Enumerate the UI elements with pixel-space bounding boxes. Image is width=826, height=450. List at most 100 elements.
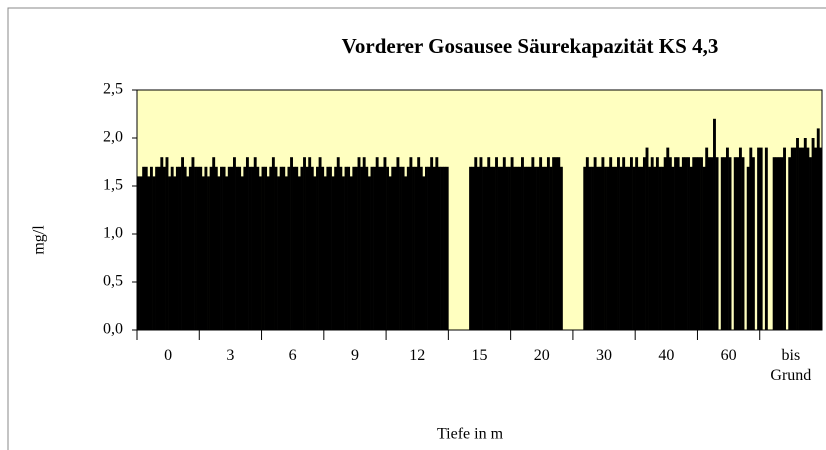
bar [515,166,519,330]
bar [240,176,244,330]
bar [629,157,633,330]
bar [798,147,802,330]
bar [764,147,768,330]
bar [292,166,296,330]
bar [601,157,605,330]
bar [183,166,187,330]
y-tick-label: 2,0 [103,129,123,146]
chart-title: Vorderer Gosausee Säurekapazität KS 4,3 [342,34,719,58]
bar [728,157,732,330]
bar [492,166,496,330]
bar [316,166,319,330]
bar [344,166,348,330]
bar [160,157,164,330]
bar [269,166,273,330]
bar [256,166,260,330]
bar [772,157,776,330]
bar [149,166,153,330]
x-tick-label: 3 [226,347,235,364]
bar [510,157,514,330]
bar [500,166,504,330]
bar [373,166,377,330]
bar [165,157,169,330]
bar [720,157,724,330]
bar [365,166,369,330]
bar [640,166,644,330]
bar [258,176,262,330]
bar [741,157,745,330]
bar [212,157,216,330]
bar [427,166,431,330]
bar [191,157,195,330]
bar [137,176,140,330]
bar [425,166,428,330]
bar [204,166,208,330]
bar [697,157,701,330]
x-tick-label: 15 [471,347,488,364]
bar [331,176,335,330]
bar [474,157,478,330]
bar [707,157,711,330]
bar [440,166,444,330]
bar [604,166,607,330]
bar [819,147,823,330]
bar [290,157,293,330]
bar [251,166,255,330]
bar [406,166,410,330]
bar [305,166,309,330]
bar [790,147,794,330]
bar [380,166,384,330]
x-tick-label: bis Grund [770,347,812,384]
bar [645,147,649,330]
bar [617,157,620,330]
bar [243,166,247,330]
bar [422,176,426,330]
bar [238,166,242,330]
bar [546,157,550,330]
bar [445,166,449,330]
bar [230,166,234,330]
bar [663,157,667,330]
bar [593,157,597,330]
bar [533,166,537,330]
bar [173,176,177,330]
bar [271,157,275,330]
x-axis-label: Tiefe in m [437,426,504,443]
bar [583,166,587,330]
bar [487,157,491,330]
bar [674,157,677,330]
bar [188,166,192,330]
bar [679,166,683,330]
bar [225,176,229,330]
bar [139,176,143,330]
bar [650,157,654,330]
bar [757,147,761,330]
bar [334,166,338,330]
bar [375,157,379,330]
bar [809,157,812,330]
bar [178,166,182,330]
bar [383,157,387,330]
bar [201,176,205,330]
bar [227,166,231,330]
bar [396,157,400,330]
y-tick-label: 1,0 [103,225,123,242]
bar [162,166,166,330]
bar [687,157,690,330]
bar [705,147,709,330]
bar [806,147,810,330]
bar [323,176,327,330]
x-tick-label: 20 [533,347,550,364]
bar [432,166,436,330]
x-tick-label: 30 [596,347,613,364]
bar [622,157,626,330]
bar [700,157,703,330]
bar [671,166,675,330]
bar [414,166,418,330]
bar [235,166,239,330]
bar [725,147,729,330]
bar [168,176,172,330]
bar [214,166,218,330]
bar [736,157,740,330]
